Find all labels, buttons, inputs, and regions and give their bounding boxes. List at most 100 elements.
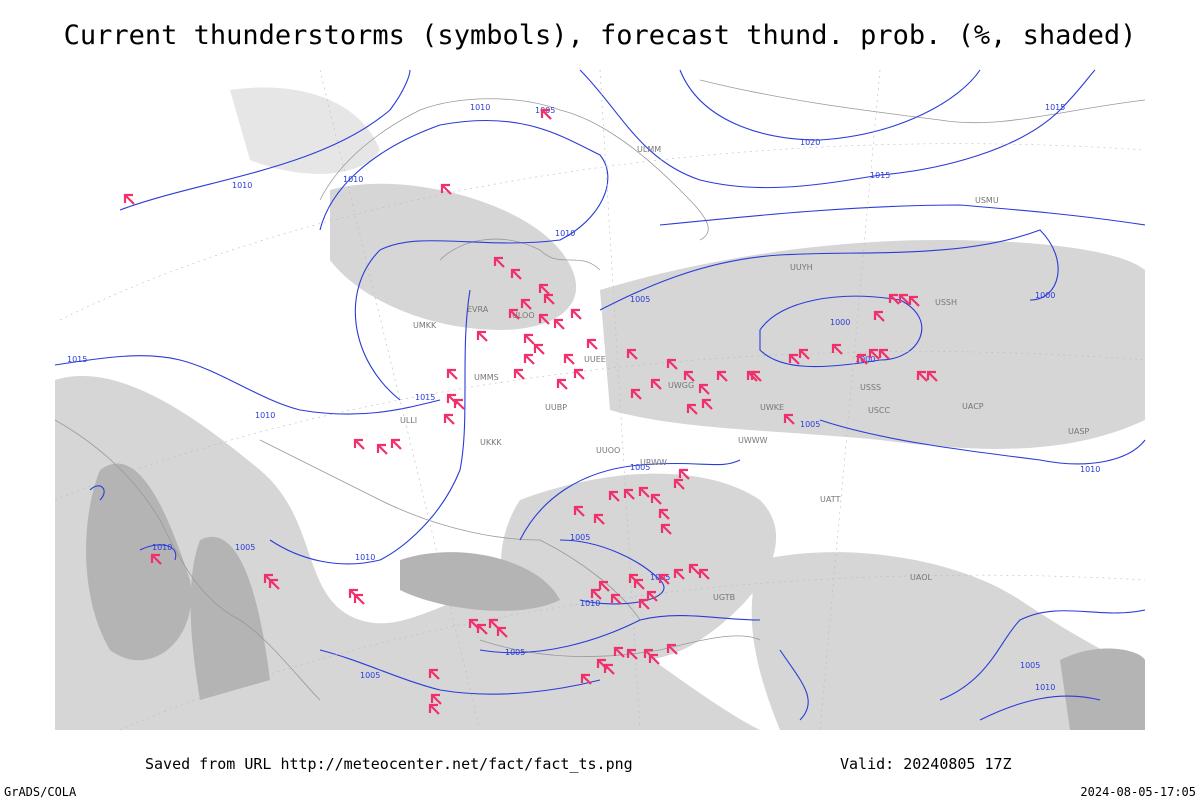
thunderstorm-symbol — [698, 568, 710, 580]
thunderstorm-symbol — [788, 353, 800, 365]
thunderstorm-symbol — [430, 693, 442, 705]
station-label: UWGG — [668, 381, 694, 390]
station-label: ULOO — [512, 311, 535, 320]
station-label: UASP — [1068, 427, 1089, 436]
thunderstorm-symbol — [898, 293, 910, 305]
thunderstorm-symbol — [750, 370, 762, 382]
thunderstorm-symbol — [638, 598, 650, 610]
isobar-label: 1000 — [855, 355, 875, 364]
thunderstorm-symbol — [648, 653, 660, 665]
thunderstorm-symbol — [453, 398, 465, 410]
thunderstorm-symbol — [630, 388, 642, 400]
station-label: UAOL — [910, 573, 932, 582]
thunderstorm-symbol — [603, 663, 615, 675]
isobar-label: 1010 — [470, 103, 490, 112]
isobar-label: 1005 — [360, 671, 380, 680]
thunderstorm-symbol — [476, 330, 488, 342]
isobar-label: 1005 — [235, 543, 255, 552]
map-title: Current thunderstorms (symbols), forecas… — [64, 20, 1137, 51]
thunderstorm-symbol — [476, 623, 488, 635]
station-label: UUEE — [584, 355, 606, 364]
thunderstorm-symbol — [443, 413, 455, 425]
thunderstorm-symbol — [926, 370, 938, 382]
thunderstorm-symbol — [868, 348, 880, 360]
thunderstorm-symbol — [798, 348, 810, 360]
thunderstorm-symbol — [268, 578, 280, 590]
isobar-label: 1010 — [580, 599, 600, 608]
thunderstorm-symbol — [666, 358, 678, 370]
thunderstorm-symbol — [613, 646, 625, 658]
thunderstorm-symbol — [150, 553, 162, 565]
thunderstorm-symbol — [590, 588, 602, 600]
isobar-label: 1000 — [830, 318, 850, 327]
isobar-label: 1005 — [630, 295, 650, 304]
thunderstorm-symbol — [376, 443, 388, 455]
thunderstorm-symbol — [428, 703, 440, 715]
thunderstorm-symbol — [573, 505, 585, 517]
thunderstorm-symbol — [493, 256, 505, 268]
thunderstorm-symbol — [563, 353, 575, 365]
thunderstorm-symbol — [523, 353, 535, 365]
isobar-label: 1015 — [870, 171, 890, 180]
station-label: UWWW — [738, 436, 768, 445]
thunderstorm-symbol — [831, 343, 843, 355]
thunderstorm-symbol — [856, 353, 868, 365]
thunderstorm-symbol — [538, 283, 550, 295]
thunderstorm-symbol — [658, 508, 670, 520]
thunderstorm-symbol — [908, 295, 920, 307]
thunderstorm-symbol — [686, 403, 698, 415]
thunderstorm-symbol — [783, 413, 795, 425]
station-label: UKKK — [480, 438, 502, 447]
thunderstorm-symbol — [510, 268, 522, 280]
thunderstorm-symbol — [646, 590, 658, 602]
thunderstorm-symbol — [716, 370, 728, 382]
thunderstorm-symbol — [626, 648, 638, 660]
thunderstorm-symbol — [888, 293, 900, 305]
thunderstorm-symbol — [353, 438, 365, 450]
station-label: UMMS — [474, 373, 499, 382]
isobar-label: 1010 — [355, 553, 375, 562]
thunderstorm-symbol — [586, 338, 598, 350]
station-label: UACP — [962, 402, 984, 411]
thunderstorm-symbol — [580, 673, 592, 685]
isobar-label: 1010 — [255, 411, 275, 420]
thunderstorm-symbol — [533, 343, 545, 355]
station-label: UMKK — [413, 321, 437, 330]
thunderstorm-symbol — [598, 580, 610, 592]
thunderstorm-symbol — [610, 593, 622, 605]
station-label: UGTB — [713, 593, 735, 602]
isobar-label: 1010 — [343, 175, 363, 184]
thunderstorm-symbol — [523, 333, 535, 345]
thunderstorm-symbol — [650, 378, 662, 390]
thunderstorm-symbol — [666, 643, 678, 655]
thunderstorm-symbol — [673, 478, 685, 490]
thunderstorm-symbol — [543, 293, 555, 305]
thunderstorm-symbol — [513, 368, 525, 380]
isobar-label: 1005 — [800, 420, 820, 429]
thunderstorm-symbol — [678, 468, 690, 480]
thunderstorm-symbol — [573, 368, 585, 380]
isobar-label: 1010 — [555, 229, 575, 238]
probability-shading-dark — [86, 463, 1145, 730]
thunderstorm-symbol — [353, 593, 365, 605]
isobar-label: 1015 — [67, 355, 87, 364]
thunderstorm-symbol — [673, 568, 685, 580]
thunderstorm-symbol — [701, 398, 713, 410]
thunderstorm-symbol — [123, 193, 135, 205]
thunderstorm-symbol — [446, 368, 458, 380]
station-label: UATT — [820, 495, 840, 504]
thunderstorm-symbol — [440, 183, 452, 195]
isobar-label: 1010 — [152, 543, 172, 552]
isobar-label: 1005 — [630, 463, 650, 472]
isobar-label: 1010 — [1035, 683, 1055, 692]
thunderstorm-symbol — [570, 308, 582, 320]
station-label: ULLI — [400, 416, 417, 425]
station-label: USCC — [868, 406, 891, 415]
thunderstorm-symbol — [658, 573, 670, 585]
isobar-label: 1000 — [1035, 291, 1055, 300]
station-label: UUBP — [545, 403, 567, 412]
isobar-label: 1010 — [232, 181, 252, 190]
thunderstorm-symbol — [638, 486, 650, 498]
isobar-label: 1005 — [570, 533, 590, 542]
